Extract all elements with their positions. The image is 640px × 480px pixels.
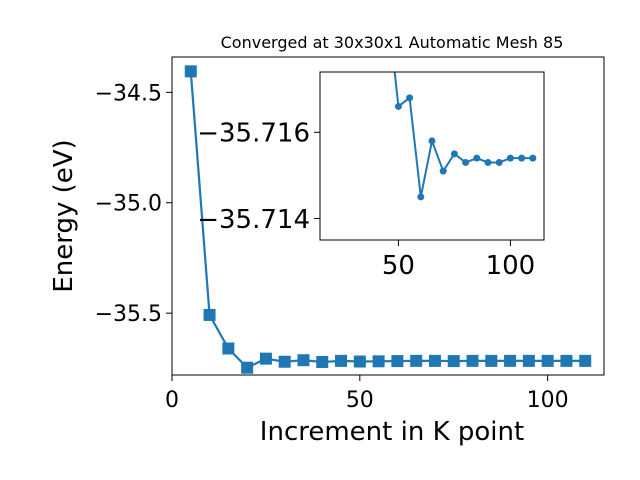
inset-x-tick-label: 50 xyxy=(382,251,415,281)
main-data-point xyxy=(447,355,460,368)
inset-data-point xyxy=(439,167,447,175)
main-y-tick-label: −35.0 xyxy=(95,192,162,217)
inset-y-tick-label: −35.714 xyxy=(197,205,310,235)
main-x-tick-label: 0 xyxy=(165,388,179,413)
main-data-point xyxy=(428,354,441,367)
main-data-point xyxy=(335,354,348,367)
inset-data-point xyxy=(450,150,458,158)
main-y-axis: −34.5 −35.0 −35.5 xyxy=(95,81,172,327)
main-y-tick-label: −34.5 xyxy=(95,81,162,106)
inset-data-point xyxy=(462,158,470,166)
main-data-point xyxy=(504,354,517,367)
main-data-point xyxy=(259,352,272,365)
inset-series xyxy=(393,72,537,201)
inset-background xyxy=(320,72,544,240)
main-y-tick-label: −35.5 xyxy=(95,302,162,327)
main-data-point xyxy=(316,355,329,368)
inset-data-point xyxy=(394,102,402,110)
inset-y-axis: −35.716 −35.714 xyxy=(197,119,320,235)
main-data-point xyxy=(466,354,479,367)
inset-data-point xyxy=(484,158,492,166)
main-series-line xyxy=(189,71,586,369)
main-data-point xyxy=(203,308,216,321)
main-data-point xyxy=(579,354,592,367)
main-series-marks xyxy=(184,65,592,374)
inset-x-axis: 50 100 xyxy=(382,240,535,281)
main-x-tick-label: 50 xyxy=(346,388,374,413)
inset-data-point xyxy=(473,154,481,162)
inset-data-point xyxy=(428,137,436,145)
inset-y-tick-label: −35.716 xyxy=(197,119,310,149)
inset-data-point xyxy=(417,193,425,201)
inset-series-marks xyxy=(393,72,537,201)
inset-plot-frame xyxy=(319,71,545,241)
x-axis-label: Increment in K point xyxy=(260,417,524,447)
inset-chart: −35.716 −35.714 50 100 xyxy=(197,71,545,281)
inset-data-point xyxy=(506,154,514,162)
main-data-point xyxy=(278,355,291,368)
main-data-point xyxy=(241,361,254,374)
inset-data-point xyxy=(529,154,537,162)
main-plot-frame xyxy=(171,56,605,376)
inset-data-point xyxy=(518,154,526,162)
main-data-point xyxy=(353,355,366,368)
main-chart: Converged at 30x30x1 Automatic Mesh 85 0… xyxy=(49,33,605,447)
main-x-axis: 0 50 100 xyxy=(165,375,569,413)
main-series xyxy=(184,65,592,374)
y-axis-label: Energy (eV) xyxy=(49,139,79,292)
main-data-point xyxy=(372,355,385,368)
inset-x-tick-label: 100 xyxy=(486,251,536,281)
main-data-point xyxy=(391,355,404,368)
inset-data-point xyxy=(495,158,503,166)
inset-data-point xyxy=(406,94,414,102)
main-x-tick-label: 100 xyxy=(527,388,569,413)
main-data-point xyxy=(410,354,423,367)
main-data-point xyxy=(560,354,573,367)
main-data-point xyxy=(222,342,235,355)
chart-title: Converged at 30x30x1 Automatic Mesh 85 xyxy=(221,33,564,52)
main-data-point xyxy=(522,354,535,367)
main-data-point xyxy=(485,354,498,367)
main-data-point xyxy=(541,354,554,367)
main-data-point xyxy=(297,354,310,367)
main-data-point xyxy=(184,65,197,78)
